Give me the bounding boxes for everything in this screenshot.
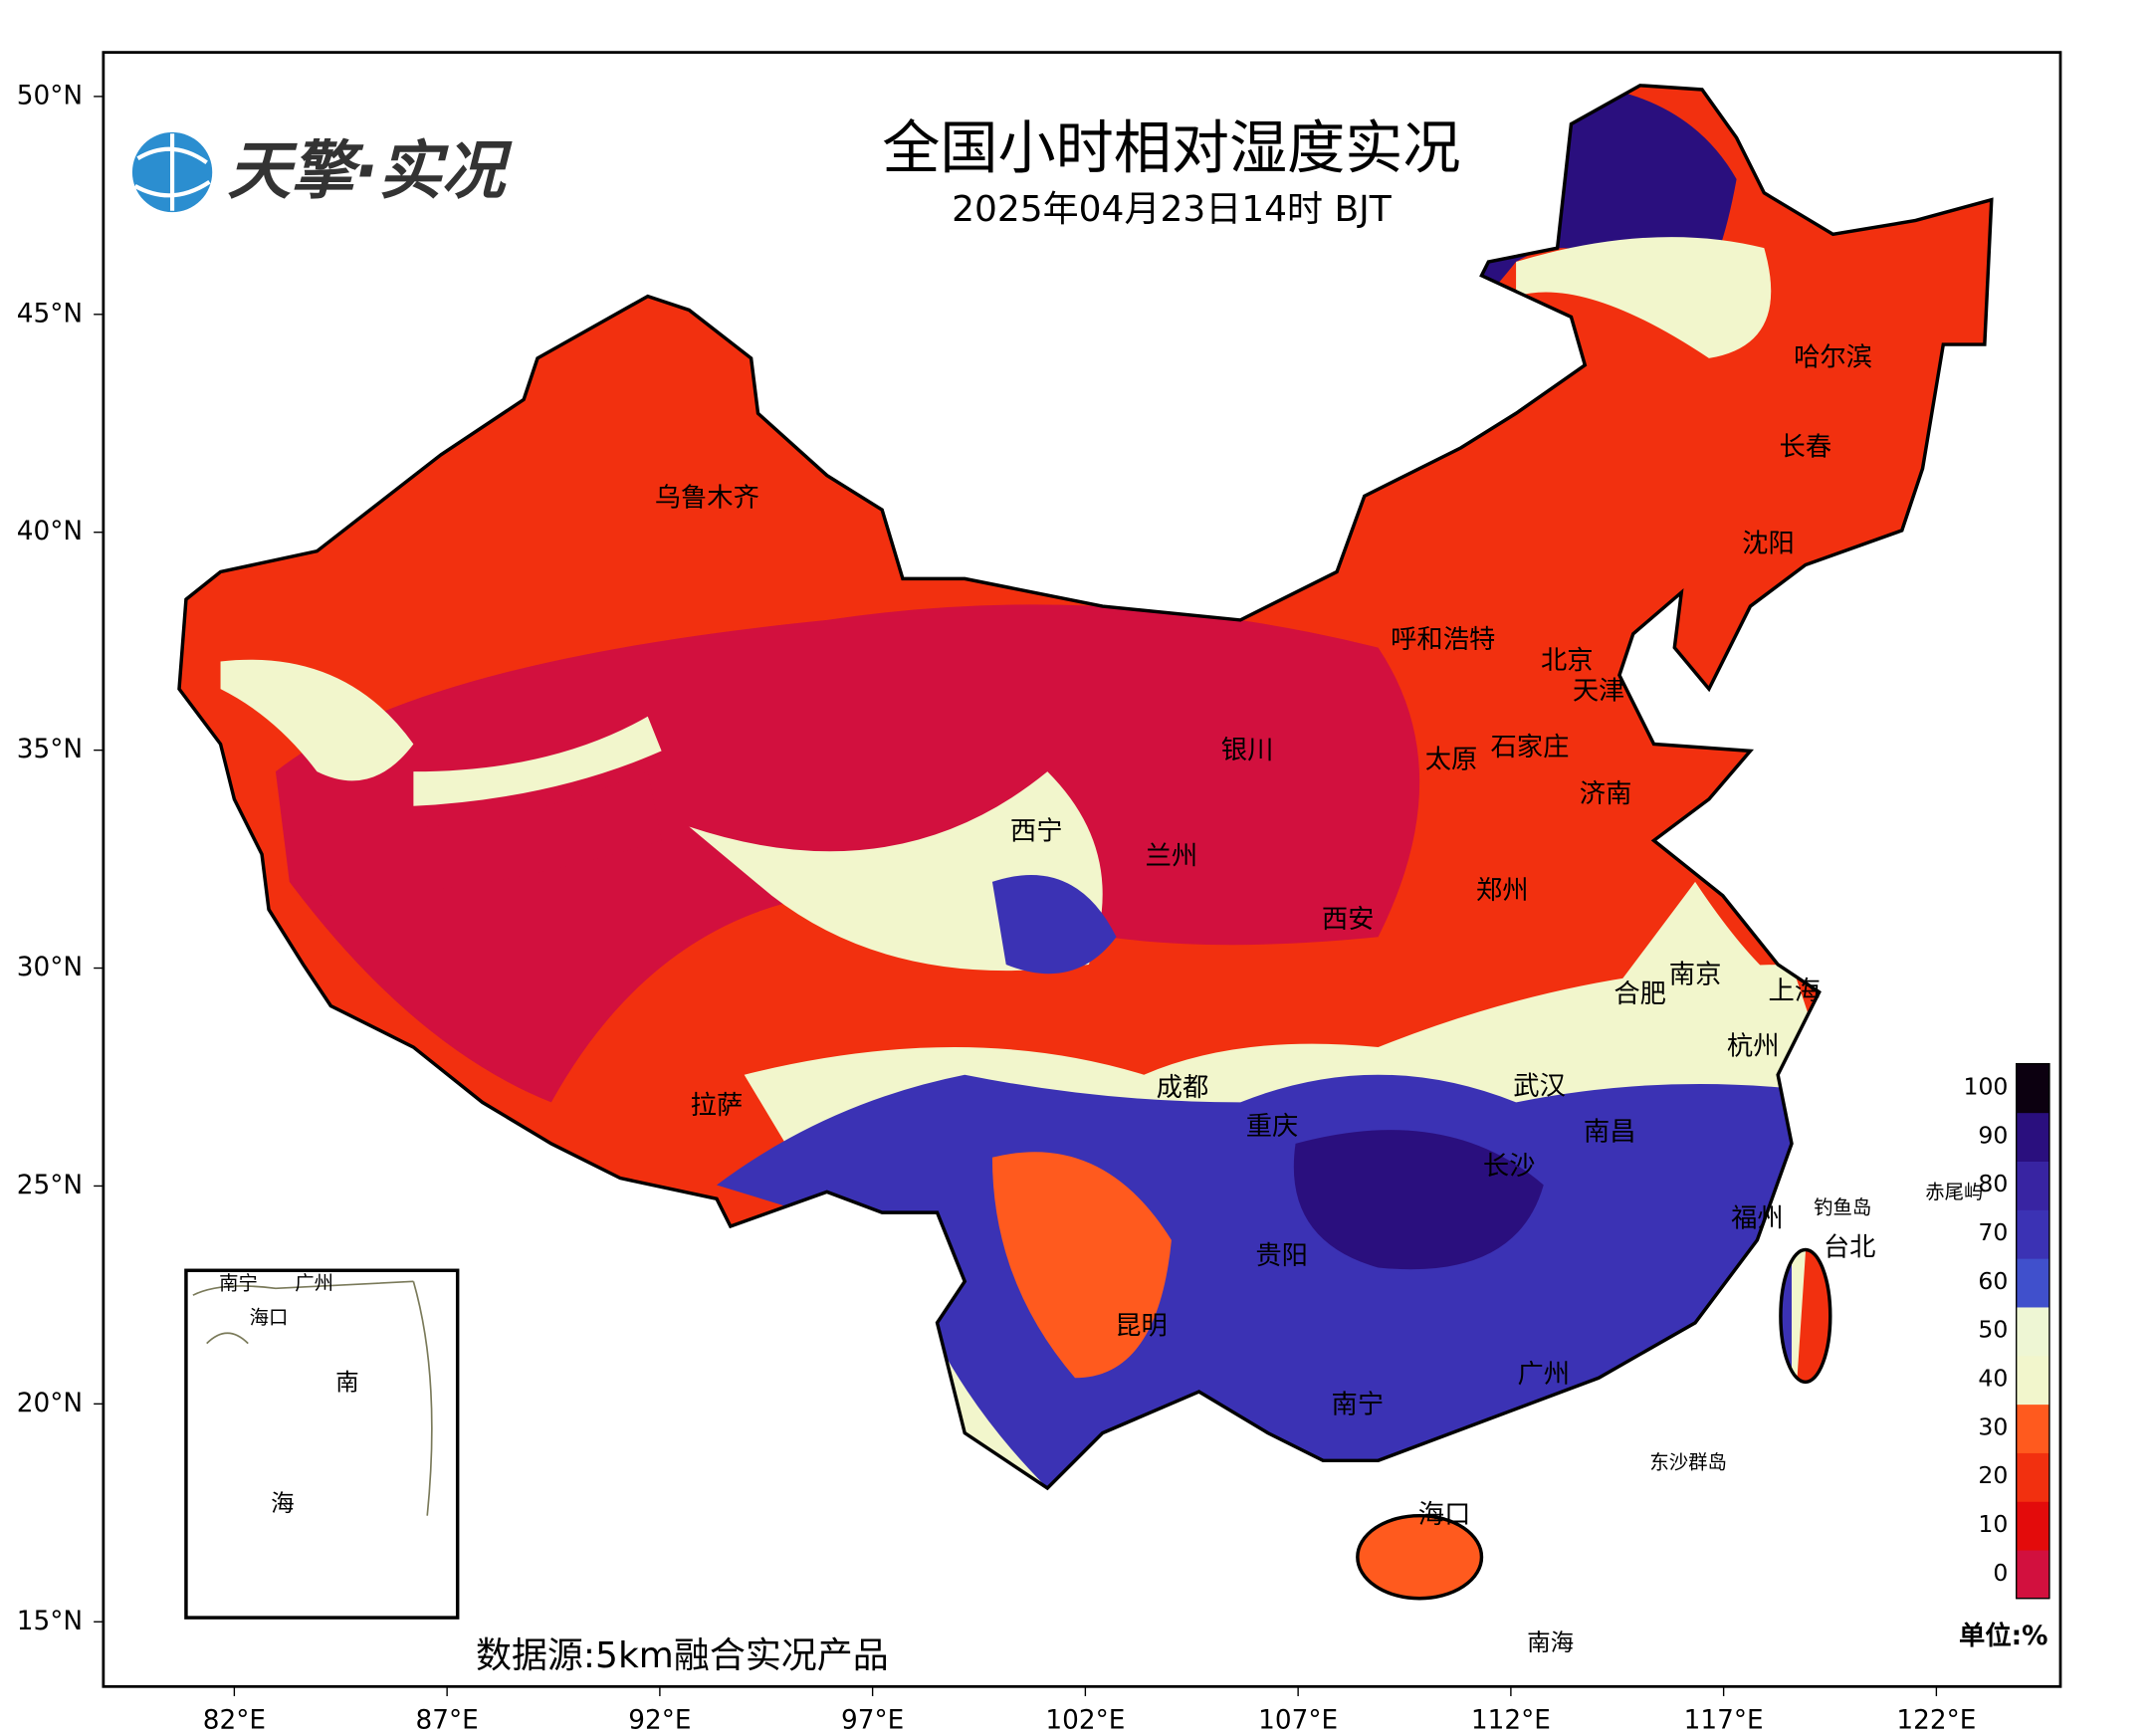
city-label: 北京 [1541,646,1594,676]
city-label: 天津 [1573,676,1625,706]
city-label: 石家庄 [1490,733,1569,762]
colorbar-segment [2016,1209,2049,1259]
colorbar-segment [2016,1501,2049,1551]
city-label: 沈阳 [1742,529,1795,558]
lat-tick-label: 15°N [17,1607,83,1636]
colorbar-segment [2016,1355,2049,1406]
inset-label: 海口 [250,1306,289,1329]
city-label: 乌鲁木齐 [655,484,759,514]
inset-label: 南宁 [219,1272,258,1295]
city-label: 南昌 [1584,1117,1636,1147]
lat-tick-label: 20°N [17,1389,83,1418]
lon-tick-label: 87°E [416,1705,479,1732]
city-label: 西宁 [1010,817,1063,847]
colorbar-tick-label: 70 [1978,1218,2008,1246]
lon-tick-label: 82°E [203,1705,266,1732]
city-label: 上海 [1768,976,1821,1006]
lon-tick-label: 122°E [1896,1705,1976,1732]
colorbar-tick-label: 80 [1978,1170,2008,1197]
unit-label: 单位:% [1959,1621,2047,1651]
colorbar-tick-label: 20 [1978,1461,2008,1489]
colorbar-segment [2016,1452,2049,1502]
colorbar-tick-label: 100 [1963,1073,2008,1101]
city-label: 哈尔滨 [1794,342,1872,372]
lat-tick-label: 45°N [17,299,83,328]
city-label: 重庆 [1246,1112,1299,1142]
lat-tick-label: 25°N [17,1171,83,1200]
island-label: 钓鱼岛 [1814,1195,1871,1218]
map-title: 全国小时相对湿度实况 [882,113,1460,181]
colorbar-segment [2016,1549,2049,1600]
colorbar-segment [2016,1306,2049,1357]
colorbar-tick-label: 40 [1978,1365,2008,1393]
lon-tick-label: 102°E [1045,1705,1125,1732]
city-label: 杭州 [1727,1032,1780,1062]
data-source: 数据源:5km融合实况产品 [476,1635,889,1676]
city-label: 贵阳 [1255,1241,1308,1271]
labels-layer: 50°N 45°N 40°N 35°N 30°N 25°N 20°N 15°N 82°E 87°E… [17,81,2050,1735]
lon-tick-label: 97°E [841,1705,904,1732]
colorbar-tick-label: 50 [1978,1316,2008,1344]
colorbar-tick-label: 90 [1978,1121,2008,1149]
city-label: 南京 [1669,961,1722,990]
colorbar-segment [2016,1404,2049,1453]
map-subtitle: 2025年04月23日14时 BJT [952,189,1393,230]
colorbar-tick-label: 0 [1993,1559,2008,1587]
logo-text: 天擎·实况 [227,134,513,208]
city-label: 拉萨 [691,1091,744,1121]
inset-label: 海 [271,1489,295,1517]
colorbar-segment [2016,1257,2049,1308]
city-label: 呼和浩特 [1391,625,1495,655]
lat-tick-label: 35°N [17,735,83,764]
island-label: 东沙群岛 [1649,1451,1727,1474]
south-china-sea-inset [184,1268,460,1620]
city-label: 海口 [1418,1500,1471,1530]
city-label: 福州 [1731,1204,1784,1234]
colorbar-segment [2016,1063,2049,1114]
city-label: 南宁 [1332,1390,1385,1419]
city-label: 太原 [1425,746,1478,775]
city-label: 长春 [1780,432,1832,462]
city-label: 郑州 [1476,876,1529,906]
lon-tick-label: 117°E [1684,1705,1764,1732]
island-label: 赤尾屿 [1925,1181,1983,1203]
inset-label: 南 [335,1368,359,1396]
logo: 天擎·实况 [131,131,514,213]
city-label: 武汉 [1513,1072,1566,1102]
lon-tick-label: 92°E [628,1705,691,1732]
colorbar-segment [2016,1161,2049,1210]
lat-tick-label: 40°N [17,517,83,546]
lat-tick-label: 30°N [17,953,83,982]
city-label: 济南 [1580,779,1632,809]
city-label: 银川 [1221,736,1274,765]
city-label: 兰州 [1146,842,1198,872]
city-label: 台北 [1824,1233,1876,1263]
city-label: 长沙 [1483,1152,1536,1182]
colorbar-tick-label: 60 [1978,1267,2008,1295]
colorbar-tick-label: 10 [1978,1510,2008,1538]
inset-label: 广州 [295,1272,333,1295]
lon-tick-label: 112°E [1471,1705,1551,1732]
inset-coast [192,1280,433,1516]
island-label: 南海 [1527,1628,1574,1656]
lat-tick-label: 50°N [17,81,83,110]
city-label: 成都 [1157,1073,1209,1103]
colorbar-frame [2015,1062,2050,1600]
city-label: 合肥 [1613,979,1666,1009]
city-label: 昆明 [1115,1312,1168,1342]
colorbar-segment [2016,1112,2049,1162]
colorbar-tick-label: 30 [1978,1412,2008,1440]
city-label: 西安 [1322,905,1375,935]
city-label: 广州 [1517,1360,1570,1390]
lon-tick-label: 107°E [1258,1705,1338,1732]
